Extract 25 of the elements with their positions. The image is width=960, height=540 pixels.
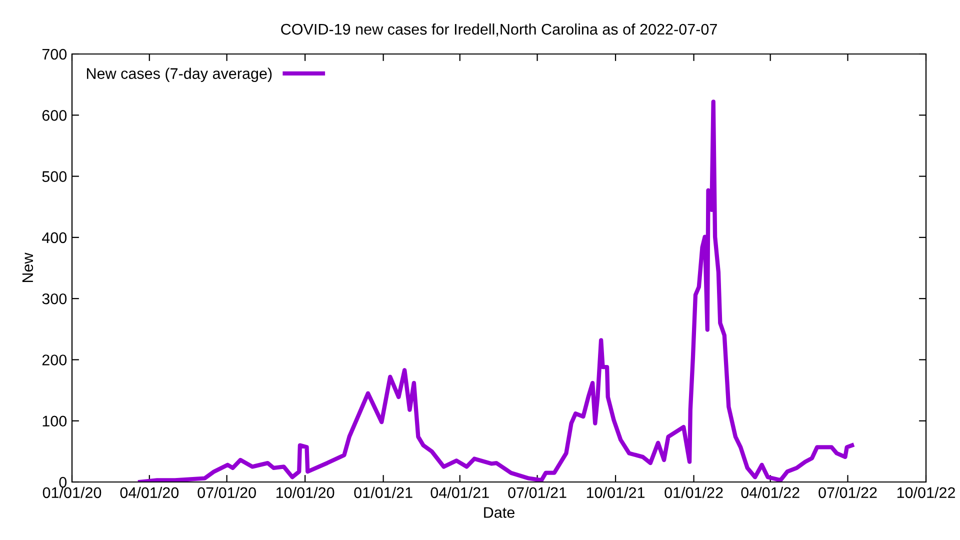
y-tick-label: 100 [42,416,67,427]
x-tick-label: 07/01/22 [818,486,877,498]
x-tick-label: 10/01/22 [897,486,955,498]
y-tick-label: 300 [42,293,67,304]
x-tick-label: 04/01/20 [120,486,179,498]
y-tick-label: 400 [42,232,67,244]
x-tick-label: 07/01/20 [198,486,256,498]
x-tick-label: 01/01/21 [354,486,412,498]
x-tick-label: 01/01/20 [42,486,102,498]
y-tick-label: 0 [59,476,67,488]
x-axis-title: Date [484,507,514,518]
line-series [138,100,854,482]
y-tick-label: 700 [42,48,67,60]
x-tick-label: 01/01/22 [664,486,723,498]
y-tick-label: 600 [42,110,67,121]
y-tick-label: 500 [42,171,67,182]
chart-title: COVID-19 new cases for Iredell,North Carolina as of 2022-07-07 [281,23,717,37]
legend-label: New cases (7-day average) [87,68,272,82]
x-tick-label: 04/01/21 [430,486,489,498]
x-tick-label: 07/01/21 [508,486,566,498]
x-tick-label: 04/01/22 [741,486,800,498]
x-tick-label: 10/01/20 [276,486,334,498]
y-tick-label: 200 [42,354,67,366]
y-axis-title: New [22,252,34,282]
x-tick-label: 10/01/21 [586,486,645,498]
